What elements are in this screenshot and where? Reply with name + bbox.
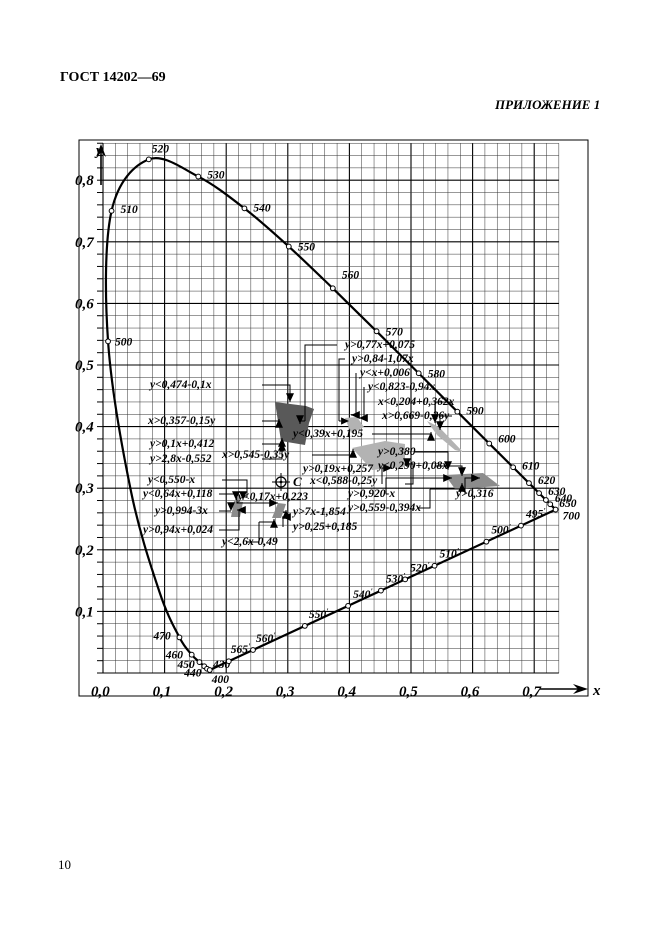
svg-text:520: 520 [152, 143, 170, 155]
svg-text:0,5: 0,5 [75, 358, 94, 374]
svg-text:x: x [592, 683, 601, 699]
svg-text:610: 610 [522, 460, 540, 472]
svg-text:0,0: 0,0 [91, 684, 110, 700]
svg-text:y<0,39x+0,195: y<0,39x+0,195 [291, 428, 363, 440]
svg-text:560: 560 [342, 269, 360, 281]
svg-text:y>0,316: y>0,316 [454, 488, 494, 500]
svg-text:0,6: 0,6 [75, 296, 94, 312]
svg-text:500': 500' [491, 522, 511, 537]
svg-text:y>0,84-1,07x: y>0,84-1,07x [350, 353, 414, 365]
svg-text:500: 500 [115, 336, 133, 348]
svg-text:700: 700 [563, 511, 581, 523]
svg-text:550': 550' [309, 606, 329, 621]
svg-text:C: C [293, 474, 302, 489]
svg-text:520': 520' [410, 560, 430, 575]
svg-text:y>0,994-3x: y>0,994-3x [153, 505, 208, 517]
svg-text:y>0,380: y>0,380 [376, 446, 416, 458]
svg-text:y>0,77x+0,075: y>0,77x+0,075 [343, 339, 415, 351]
svg-text:550: 550 [298, 242, 316, 254]
svg-text:590: 590 [466, 406, 484, 418]
svg-text:495': 495' [525, 506, 546, 521]
svg-text:470: 470 [152, 630, 171, 642]
svg-text:0,2: 0,2 [75, 543, 94, 559]
svg-text:0,4: 0,4 [75, 420, 94, 436]
svg-text:y>0,920-x: y>0,920-x [346, 488, 395, 500]
svg-text:y<0,64x+0,118: y<0,64x+0,118 [141, 488, 213, 500]
svg-text:510: 510 [121, 204, 139, 216]
svg-text:650: 650 [559, 498, 577, 510]
svg-text:565': 565' [231, 642, 251, 657]
svg-text:0,8: 0,8 [75, 173, 94, 189]
svg-text:0,3: 0,3 [276, 684, 295, 700]
svg-text:0,1: 0,1 [75, 604, 94, 620]
svg-text:x>0,357-0,15y: x>0,357-0,15y [147, 415, 216, 427]
svg-text:y>7x-1,854: y>7x-1,854 [291, 506, 346, 518]
svg-text:y>0,94x+0,024: y>0,94x+0,024 [141, 524, 213, 536]
svg-text:0,2: 0,2 [214, 684, 233, 700]
svg-text:x<0,588-0,25y: x<0,588-0,25y [309, 475, 378, 487]
svg-text:560': 560' [256, 630, 276, 645]
svg-text:510': 510' [440, 546, 460, 561]
svg-text:440: 440 [183, 667, 202, 679]
svg-text:0,5: 0,5 [399, 684, 418, 700]
svg-text:540': 540' [353, 586, 373, 601]
svg-text:y<x+0,006: y<x+0,006 [358, 367, 410, 379]
svg-text:y<0,550-x: y<0,550-x [146, 474, 195, 486]
svg-text:580: 580 [428, 368, 446, 380]
svg-text:y>0,25+0,185: y>0,25+0,185 [291, 521, 357, 533]
svg-text:0,7: 0,7 [75, 235, 94, 251]
svg-text:y<0,823-0,94x: y<0,823-0,94x [366, 381, 435, 393]
svg-text:0,7: 0,7 [522, 684, 541, 700]
svg-text:570: 570 [386, 326, 404, 338]
svg-text:400: 400 [211, 674, 230, 686]
svg-text:y>0,559-0,394x: y>0,559-0,394x [346, 502, 421, 514]
svg-text:y<0,474-0,1x: y<0,474-0,1x [148, 379, 212, 391]
svg-text:530: 530 [207, 170, 225, 182]
svg-text:540: 540 [253, 202, 271, 214]
svg-text:600: 600 [498, 434, 515, 446]
svg-text:y>0,1x+0,412: y>0,1x+0,412 [148, 438, 214, 450]
svg-text:0,3: 0,3 [75, 481, 94, 497]
svg-text:0,1: 0,1 [153, 684, 172, 700]
svg-text:0,6: 0,6 [461, 684, 480, 700]
svg-text:x>0,545-0,35y: x>0,545-0,35y [221, 449, 290, 461]
svg-text:y>0,19x+0,257: y>0,19x+0,257 [301, 463, 374, 475]
svg-text:y>2,8x-0,552: y>2,8x-0,552 [148, 453, 212, 465]
svg-text:0,4: 0,4 [337, 684, 356, 700]
